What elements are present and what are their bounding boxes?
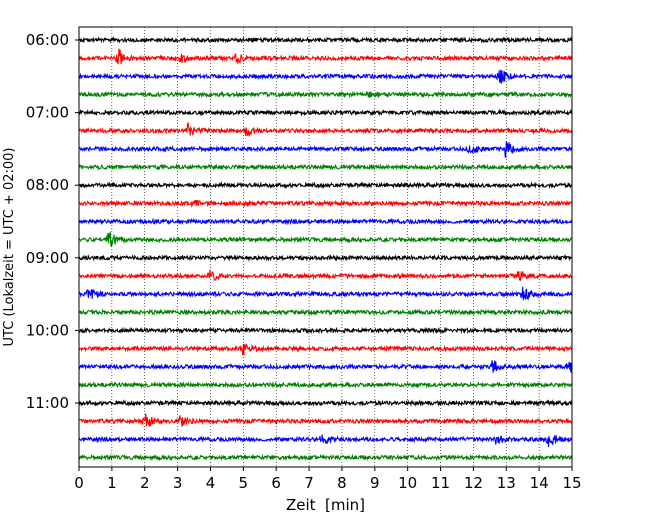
y-axis-label: UTC (Lokalzeit = UTC + 02:00): [2, 148, 17, 347]
y-axis-ticks: 06:00 07:00 08:00 09:00 10:00 11:00: [26, 31, 79, 412]
x-tick-label: 10: [398, 474, 417, 492]
x-axis-ticks: 0 1 2 3 4 5 6 7 8 9 10 11 12 13 14 15: [74, 467, 581, 492]
trace-0915: [79, 270, 572, 281]
trace-0800: [79, 183, 572, 187]
trace-1045: [79, 383, 572, 387]
x-tick-label: 6: [271, 474, 281, 492]
trace-0900: [79, 256, 572, 260]
x-tick-label: 7: [304, 474, 314, 492]
x-tick-label: 5: [239, 474, 249, 492]
y-tick-label: 09:00: [26, 249, 69, 267]
seismogram-traces: [79, 38, 572, 459]
x-tick-label: 13: [497, 474, 516, 492]
y-tick-label: 11:00: [26, 394, 69, 412]
trace-1130: [79, 435, 572, 447]
x-tick-label: 15: [562, 474, 581, 492]
x-tick-label: 12: [464, 474, 483, 492]
helicorder-chart: 0 1 2 3 4 5 6 7 8 9 10 11 12 13 14 15 06:0007:0008:0009…: [0, 0, 650, 520]
y-tick-label: 10:00: [26, 321, 69, 339]
trace-1145: [79, 456, 572, 460]
trace-0745: [79, 165, 572, 169]
trace-0930: [79, 287, 572, 300]
y-tick-label: 07:00: [26, 104, 69, 122]
trace-1015: [79, 344, 572, 355]
x-axis-label: Zeit [min]: [286, 496, 365, 514]
x-tick-label: 11: [431, 474, 450, 492]
trace-0845: [79, 232, 572, 247]
trace-1115: [79, 413, 572, 426]
x-tick-label: 3: [173, 474, 183, 492]
trace-0830: [79, 220, 572, 224]
trace-0630: [79, 70, 572, 84]
trace-0645: [79, 91, 572, 97]
x-tick-label: 9: [370, 474, 380, 492]
trace-1000: [79, 329, 572, 333]
x-tick-label: 0: [74, 474, 84, 492]
trace-0730: [79, 141, 572, 157]
trace-0700: [79, 111, 572, 115]
x-tick-label: 1: [107, 474, 117, 492]
y-tick-label: 08:00: [26, 176, 69, 194]
x-tick-label: 8: [337, 474, 347, 492]
x-tick-label: 14: [530, 474, 549, 492]
trace-0945: [79, 310, 572, 314]
x-tick-label: 2: [140, 474, 150, 492]
trace-0715: [79, 123, 572, 136]
y-tick-label: 06:00: [26, 31, 69, 49]
trace-1100: [79, 401, 572, 405]
trace-0600: [79, 38, 572, 42]
x-tick-label: 4: [206, 474, 216, 492]
trace-0815: [79, 200, 572, 206]
trace-1030: [79, 361, 572, 373]
trace-0615: [79, 49, 572, 65]
